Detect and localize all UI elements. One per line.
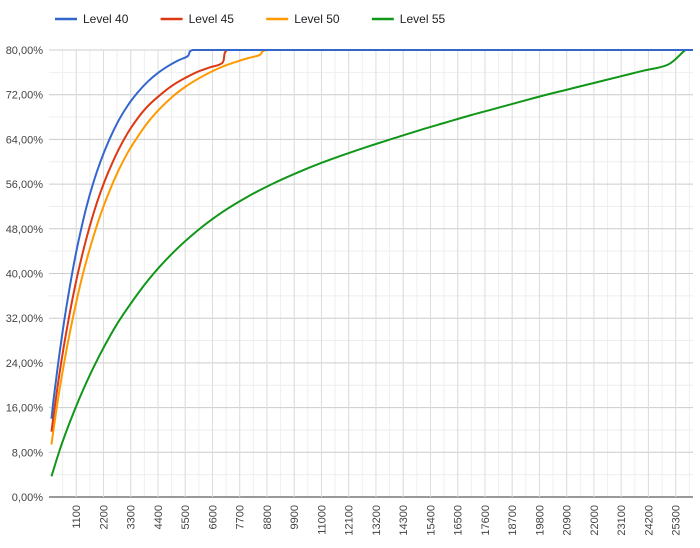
series-layer [50,48,693,477]
x-tick-label: 22000 [589,505,601,536]
x-tick-label: 13200 [371,505,383,536]
x-tick-label: 2200 [98,505,110,529]
series-line-level-40[interactable] [50,48,693,419]
y-tick-label: 48,00% [6,224,44,236]
x-tick-label: 9900 [289,505,301,529]
y-axis: 0,00% 8,00% 16,00% 24,00% 32,00% 40,00% 48,00%… [6,45,44,504]
legend: Level 40 Level 45 Level 50 Level 55 [55,12,445,26]
legend-label: Level 45 [189,12,235,26]
y-tick-label: 56,00% [6,179,44,191]
x-axis: 1100 2200 3300 4400 5500 6600 7700 8800 9900 1100… [71,505,682,536]
y-tick-label: 72,00% [6,90,44,102]
x-tick-label: 3300 [126,505,138,529]
x-tick-label: 25300 [671,505,683,536]
x-tick-label: 16500 [453,505,465,536]
legend-item-level-50[interactable]: Level 50 [266,12,340,26]
series-line-level-50[interactable] [50,48,693,445]
series-line-level-45[interactable] [50,48,693,432]
x-tick-label: 8800 [262,505,274,529]
legend-label: Level 40 [83,12,129,26]
major-gridlines [49,49,693,498]
legend-item-level-45[interactable]: Level 45 [160,12,235,26]
y-tick-label: 8,00% [12,447,43,459]
x-tick-label: 23100 [616,505,628,536]
x-tick-label: 18700 [507,505,519,536]
y-tick-label: 64,00% [6,134,44,146]
y-tick-label: 16,00% [6,403,44,415]
x-tick-label: 20900 [562,505,574,536]
y-tick-label: 32,00% [6,313,44,325]
x-tick-label: 5500 [180,505,192,529]
y-tick-label: 40,00% [6,269,44,281]
legend-item-level-55[interactable]: Level 55 [371,12,446,26]
x-tick-label: 15400 [425,505,437,536]
x-tick-label: 7700 [235,505,247,529]
legend-label: Level 50 [294,12,340,26]
series-line-level-55[interactable] [50,49,693,477]
x-tick-label: 12100 [344,505,356,536]
legend-item-level-40[interactable]: Level 40 [55,12,129,26]
x-tick-label: 6600 [207,505,219,529]
x-tick-label: 14300 [398,505,410,536]
x-tick-label: 19800 [534,505,546,536]
x-tick-label: 4400 [153,505,165,529]
y-tick-label: 80,00% [6,45,44,57]
legend-label: Level 55 [400,12,446,26]
x-tick-label: 24200 [643,505,655,536]
x-tick-label: 1100 [71,505,83,529]
y-tick-label: 0,00% [12,492,43,504]
x-tick-label: 17600 [480,505,492,536]
y-tick-label: 24,00% [6,358,44,370]
x-tick-label: 11000 [316,505,328,535]
